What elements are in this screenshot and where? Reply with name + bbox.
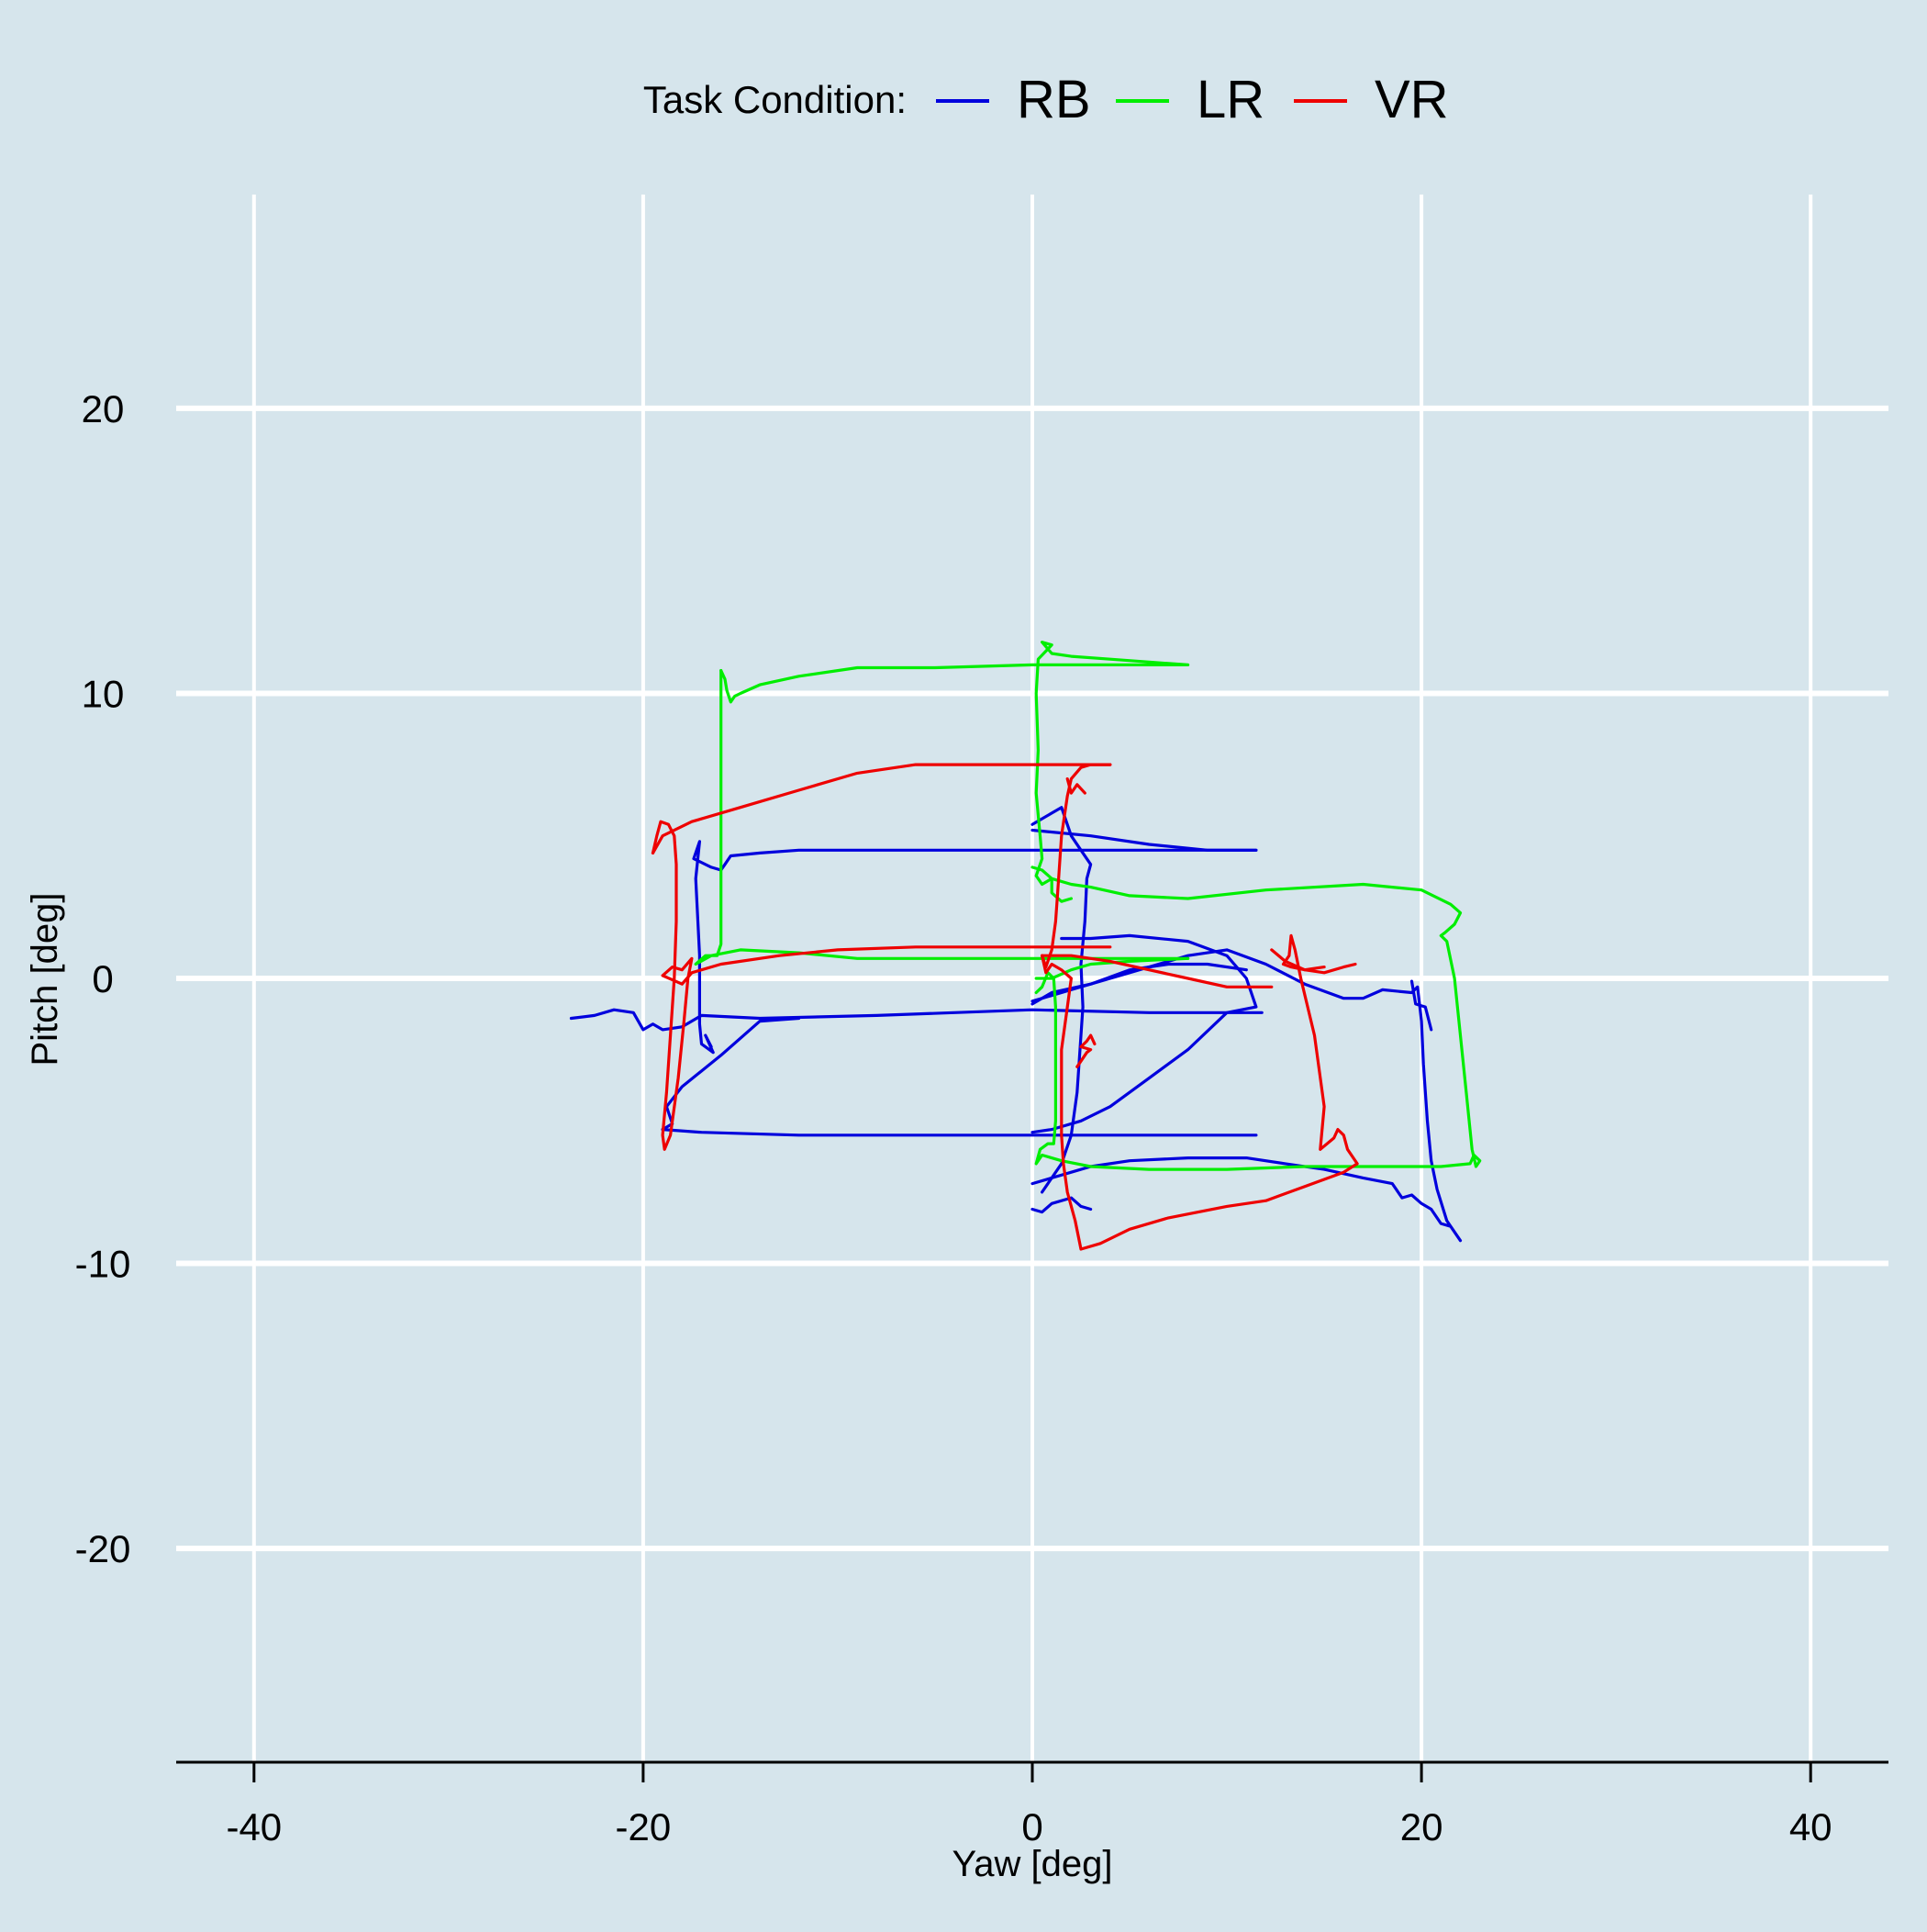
series-vr <box>651 763 1359 1251</box>
series-line-rb <box>1030 828 1258 852</box>
series-line-lr <box>694 669 1190 966</box>
x-tick-label: -40 <box>226 1805 282 1848</box>
series-line-rb <box>1030 1196 1093 1214</box>
series-line-lr <box>1034 956 1190 980</box>
y-tick-label: 10 <box>82 672 125 715</box>
series-line-rb <box>1030 948 1463 1243</box>
series-line-vr <box>1041 763 1359 1251</box>
series-line-rb <box>1409 979 1433 1032</box>
legend-title: Task Condition: <box>643 78 907 121</box>
y-tick-label: 0 <box>92 957 113 1000</box>
series-line-rb <box>1030 962 1248 1006</box>
grid <box>176 195 1888 1762</box>
series-line-lr <box>1030 865 1073 903</box>
series-rb <box>569 806 1463 1243</box>
series-line-vr <box>651 820 1112 1151</box>
x-tick-label: 0 <box>1021 1805 1042 1848</box>
series-line-rb <box>692 840 1258 1055</box>
series-layer <box>569 641 1482 1251</box>
legend: Task Condition: RB LR VR <box>643 70 1449 129</box>
series-lr <box>694 641 1482 1171</box>
series-line-vr <box>1041 954 1274 988</box>
series-line-rb <box>661 1128 1258 1137</box>
y-axis-label: Pitch [deg] <box>25 892 65 1066</box>
legend-label-vr: VR <box>1375 70 1449 129</box>
x-axis: -40 -20 0 20 40 <box>176 1760 1888 1848</box>
x-tick-label: 20 <box>1400 1805 1443 1848</box>
series-line-rb <box>569 1008 1264 1032</box>
series-line-lr <box>719 641 1482 1171</box>
x-axis-label: Yaw [deg] <box>952 1844 1113 1884</box>
series-line-rb <box>1030 933 1258 1134</box>
series-line-vr <box>1075 1033 1097 1068</box>
y-tick-label: 20 <box>82 387 125 430</box>
x-tick-label: 40 <box>1789 1805 1832 1848</box>
series-line-vr <box>1270 948 1326 972</box>
y-tick-label: -10 <box>75 1243 131 1286</box>
series-line-vr <box>1065 777 1086 795</box>
x-tick-label: -20 <box>616 1805 672 1848</box>
series-line-vr <box>651 763 1112 854</box>
series-line-rb <box>1030 806 1093 1194</box>
legend-label-rb: RB <box>1017 70 1091 129</box>
legend-label-lr: LR <box>1197 70 1264 129</box>
y-axis-tick-labels: -20 -10 0 10 20 <box>75 387 131 1570</box>
y-tick-label: -20 <box>75 1527 131 1570</box>
